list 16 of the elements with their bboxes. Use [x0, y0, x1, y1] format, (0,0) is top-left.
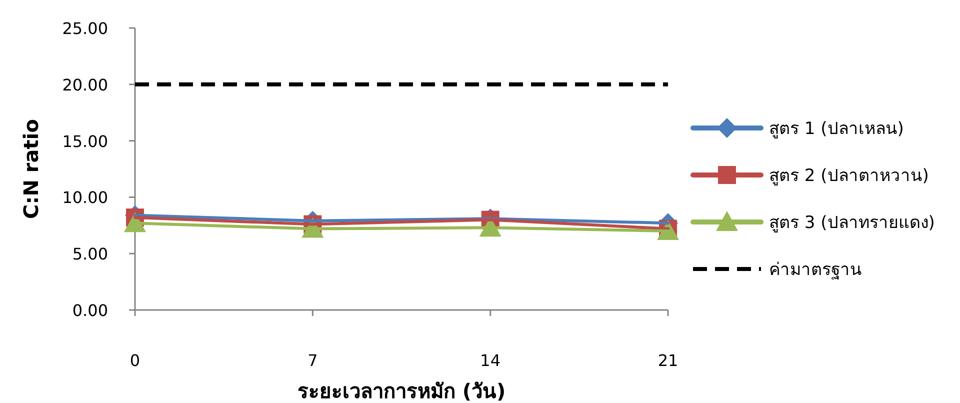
y-tick-label: 20.00 — [62, 75, 108, 94]
x-tick-label: 0 — [130, 351, 140, 370]
legend-label: สูตร 2 (ปลาตาหวาน) — [769, 166, 929, 186]
y-tick-label: 10.00 — [62, 188, 108, 208]
y-tick-label: 15.00 — [62, 132, 108, 151]
x-tick-label: 21 — [658, 351, 678, 370]
x-axis-title: ระยะเวลาการหมัก (วัน) — [297, 379, 506, 403]
y-axis-title: C:N ratio — [19, 119, 43, 219]
x-tick-label: 14 — [480, 351, 501, 370]
legend-label: ค่ามาตรฐาน — [769, 260, 862, 280]
legend-label: สูตร 3 (ปลาทรายแดง) — [769, 213, 935, 233]
legend-label: สูตร 1 (ปลาเหลน) — [769, 119, 904, 139]
y-tick-label: 25.00 — [62, 19, 108, 38]
y-tick-label: 0.00 — [72, 301, 108, 320]
y-tick-label: 5.00 — [72, 244, 108, 264]
x-tick-label: 7 — [308, 351, 318, 370]
